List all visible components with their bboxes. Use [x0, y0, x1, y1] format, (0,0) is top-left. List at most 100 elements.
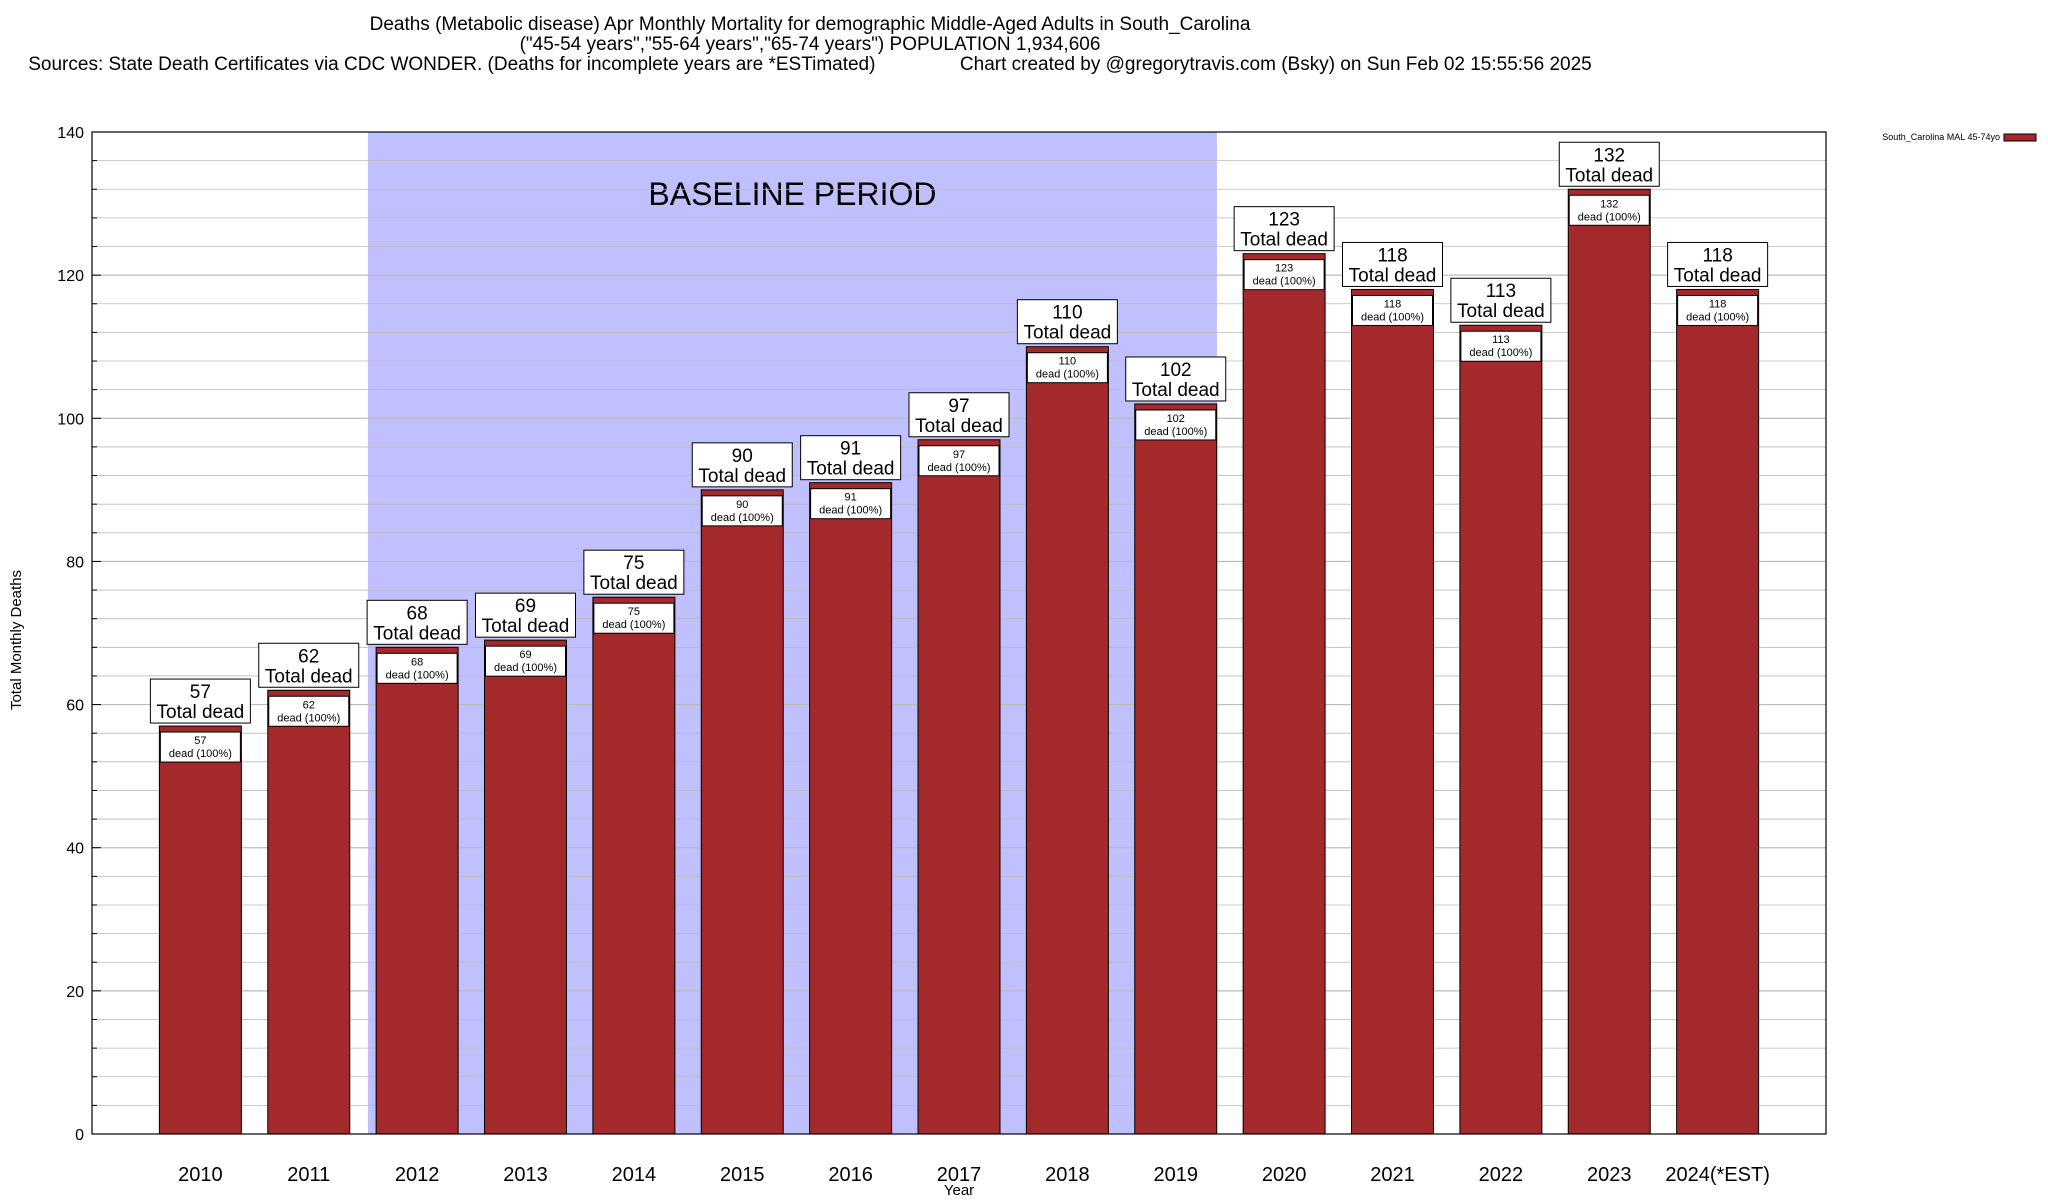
plot-frame: [91, 131, 1827, 1135]
top-label-box: [1450, 277, 1552, 323]
bar-2017: [917, 439, 1001, 1135]
top-label-value: 123: [1268, 210, 1300, 231]
top-label-box: [583, 549, 685, 595]
y-tick-label: 80: [66, 554, 84, 571]
top-label-box: [475, 592, 576, 638]
bar-2012: [375, 646, 459, 1135]
inner-label-text: dead (100%): [928, 462, 991, 474]
bar-2021: [1351, 288, 1434, 1135]
inner-label-box: [1026, 352, 1108, 384]
inner-label-value: 69: [519, 649, 531, 661]
chart-title-line-3: Sources: State Death Certificates via CD…: [28, 54, 1592, 75]
bar-2018: [1025, 346, 1109, 1135]
y-tick-label: 120: [57, 268, 84, 285]
inner-label-text: dead (100%): [1144, 426, 1207, 438]
inner-label-value: 57: [194, 735, 206, 747]
inner-label-value: 110: [1059, 356, 1077, 368]
bar-2020: [1242, 253, 1326, 1135]
top-label-box: [1558, 141, 1660, 187]
inner-label-box: [1677, 294, 1759, 326]
inner-label-text: dead (100%): [386, 669, 449, 681]
inner-label-box: [159, 731, 241, 763]
x-axis-label: Year: [944, 1182, 974, 1199]
top-label-text: Total dead: [1565, 165, 1653, 186]
top-label-text: Total dead: [482, 616, 570, 637]
top-label-box: [1233, 206, 1335, 252]
top-label-text: Total dead: [373, 623, 461, 644]
inner-label-value: 118: [1709, 298, 1727, 310]
chart-title-line-1: Deaths (Metabolic disease) Apr Monthly M…: [369, 14, 1251, 35]
x-tick-label: 2010: [178, 1164, 223, 1186]
inner-label-box: [1460, 330, 1542, 362]
x-tick-label: 2012: [395, 1164, 440, 1186]
legend-swatch: [2003, 133, 2037, 142]
top-label-box: [908, 392, 1010, 438]
x-tick-label: 2014: [612, 1164, 657, 1186]
top-label-text: Total dead: [1349, 265, 1437, 286]
bar-2022: [1459, 324, 1543, 1135]
top-label-value: 62: [298, 646, 319, 667]
top-label-value: 118: [1702, 245, 1732, 266]
inner-label-value: 75: [628, 606, 640, 618]
top-label-value: 118: [1377, 245, 1407, 266]
bar-2023: [1567, 188, 1651, 1135]
inner-label-value: 118: [1384, 298, 1402, 310]
top-label-text: Total dead: [1132, 380, 1220, 401]
inner-label-value: 132: [1600, 198, 1618, 210]
x-tick-label: 2023: [1587, 1164, 1632, 1186]
bar-2013: [484, 639, 567, 1135]
inner-label-text: dead (100%): [1578, 211, 1641, 223]
inner-label-text: dead (100%): [1469, 347, 1532, 359]
y-tick-label: 140: [57, 125, 84, 142]
inner-label-text: dead (100%): [711, 512, 774, 524]
y-tick-label: 60: [66, 698, 84, 715]
top-label-value: 110: [1052, 303, 1082, 324]
legend-label: South_Carolina MAL 45-74yo: [1882, 132, 2000, 142]
x-tick-label: 2024(*EST): [1665, 1164, 1770, 1186]
y-tick-label: 0: [75, 1127, 84, 1144]
inner-label-text: dead (100%): [1036, 369, 1099, 381]
x-tick-label: 2013: [503, 1164, 548, 1186]
x-tick-label: 2020: [1262, 1164, 1307, 1186]
inner-label-box: [268, 695, 350, 727]
inner-label-value: 62: [303, 699, 315, 711]
inner-label-value: 68: [411, 656, 423, 668]
inner-label-text: dead (100%): [277, 712, 340, 724]
inner-label-text: dead (100%): [819, 505, 882, 517]
top-label-value: 132: [1593, 145, 1625, 166]
top-label-text: Total dead: [265, 666, 353, 687]
inner-label-value: 91: [845, 492, 857, 504]
inner-label-text: dead (100%): [1686, 311, 1749, 323]
bar-2019: [1134, 403, 1218, 1135]
top-label-box: [1125, 356, 1227, 402]
inner-label-box: [376, 652, 458, 684]
top-label-value: 69: [515, 596, 536, 617]
y-tick-label: 100: [57, 411, 84, 428]
y-tick-label: 40: [66, 841, 84, 858]
top-label-value: 102: [1160, 360, 1192, 381]
inner-label-box: [1243, 259, 1325, 291]
top-label-text: Total dead: [1240, 230, 1328, 251]
inner-label-text: dead (100%): [494, 662, 557, 674]
inner-label-value: 90: [736, 499, 748, 511]
inner-label-text: dead (100%): [602, 619, 665, 631]
baseline-period-label: BASELINE PERIOD: [648, 176, 936, 212]
inner-label-box: [701, 495, 783, 527]
x-tick-label: 2015: [720, 1164, 765, 1186]
x-tick-label: 2019: [1154, 1164, 1199, 1186]
top-label-value: 91: [840, 439, 861, 460]
top-label-value: 97: [948, 396, 969, 417]
top-label-text: Total dead: [157, 702, 245, 723]
top-label-text: Total dead: [1024, 323, 1112, 344]
bar-2024(*EST): [1676, 288, 1760, 1135]
top-label-box: [258, 642, 360, 688]
x-tick-label: 2021: [1370, 1164, 1415, 1186]
inner-label-value: 123: [1275, 263, 1293, 275]
x-tick-label: 2022: [1479, 1164, 1524, 1186]
bar-2014: [592, 596, 676, 1135]
x-tick-label: 2018: [1045, 1164, 1090, 1186]
top-label-value: 68: [407, 603, 428, 624]
top-label-value: 57: [190, 682, 211, 703]
top-label-text: Total dead: [1457, 301, 1545, 322]
